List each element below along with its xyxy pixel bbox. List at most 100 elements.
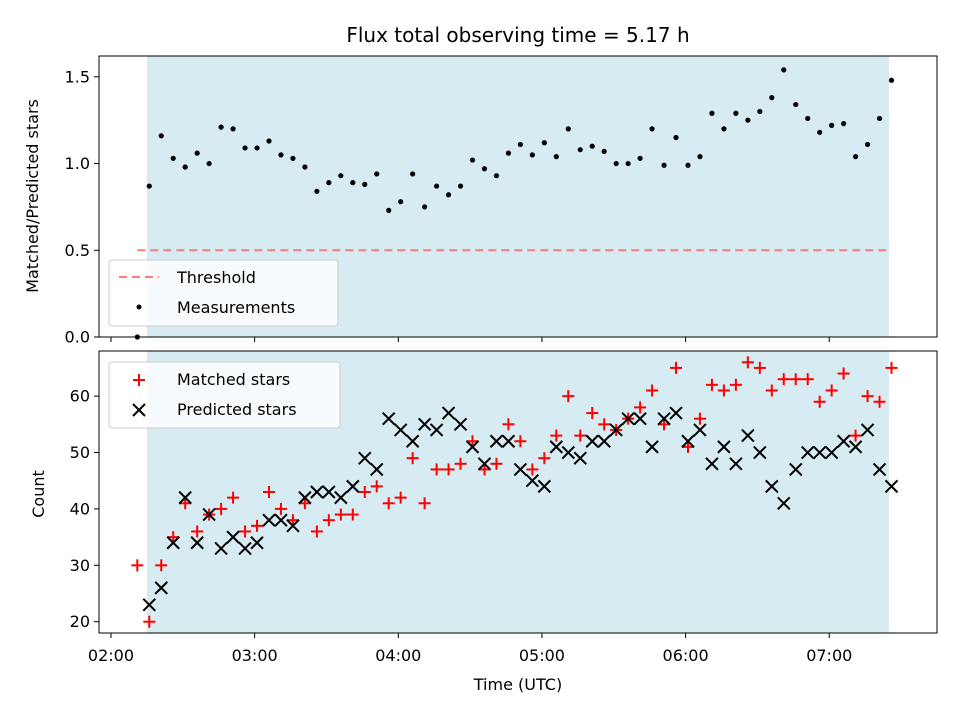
legend-threshold-label: Threshold <box>176 268 256 287</box>
matched-star-point <box>502 418 515 431</box>
predicted-star-point <box>477 457 492 471</box>
measurement-point <box>781 67 787 73</box>
predicted-star-point <box>382 411 396 426</box>
matched-star-point <box>227 491 240 504</box>
top-y-axis-label: Matched/Predicted stars <box>23 99 42 293</box>
predicted-star-point <box>824 445 839 460</box>
matched-star-point <box>262 486 275 498</box>
predicted-star-point <box>226 530 240 544</box>
matched-star-point <box>837 367 850 380</box>
matched-star-point <box>753 361 766 374</box>
measurement-point <box>146 183 152 189</box>
predicted-stars-points <box>142 406 899 612</box>
bottom-legend: Matched stars Predicted stars <box>108 361 341 429</box>
predicted-star-point <box>286 519 300 533</box>
matched-star-point <box>466 435 479 448</box>
measurement-point <box>170 155 176 161</box>
measurement-point <box>577 147 583 153</box>
measurement-point <box>242 145 248 151</box>
measurement-point <box>493 173 500 179</box>
matched-star-point <box>646 384 659 397</box>
measurement-point <box>529 152 535 158</box>
measurement-point <box>314 188 320 194</box>
predicted-star-point <box>717 440 731 454</box>
measurement-point <box>829 122 835 128</box>
measurement-point <box>386 207 392 213</box>
bottom-y-tick-label: 20 <box>70 612 90 631</box>
predicted-star-point <box>190 536 204 550</box>
matched-star-point <box>406 452 419 465</box>
predicted-star-point <box>417 417 432 432</box>
matched-star-point <box>526 463 539 476</box>
predicted-star-point <box>429 423 444 437</box>
top-y-axis-ticks: 0.0 0.5 1.0 1.5 <box>65 67 99 347</box>
matched-star-point <box>562 390 575 403</box>
measurement-point <box>709 110 715 116</box>
matched-star-point <box>777 373 790 386</box>
predicted-star-point <box>669 406 683 420</box>
predicted-star-point <box>238 541 252 556</box>
bottom-legend-box <box>108 361 341 429</box>
predicted-star-point <box>501 434 516 448</box>
matched-star-point <box>274 502 287 515</box>
bottom-y-tick-label: 60 <box>70 387 90 406</box>
predicted-star-point <box>346 479 360 494</box>
matched-star-point <box>251 519 264 532</box>
measurement-point <box>326 180 332 186</box>
measurement-point <box>589 143 595 149</box>
predicted-star-point <box>872 462 887 477</box>
predicted-star-point <box>250 536 264 550</box>
measurement-point <box>266 138 272 144</box>
predicted-star-point <box>334 490 348 505</box>
matched-star-point <box>885 361 898 374</box>
measurement-point <box>805 115 811 122</box>
matched-star-point <box>670 361 683 374</box>
predicted-star-point <box>166 536 180 550</box>
measurement-point <box>817 129 823 135</box>
predicted-star-point <box>453 417 468 432</box>
matched-star-point <box>286 514 299 527</box>
matched-star-point <box>849 429 862 442</box>
legend-matched-swatch <box>133 374 145 386</box>
predicted-star-point <box>789 462 803 477</box>
predicted-star-point <box>393 423 408 437</box>
measurement-point <box>469 157 476 163</box>
top-x-axis-ticks <box>110 337 830 342</box>
predicted-star-point <box>609 423 623 437</box>
predicted-star-point <box>597 434 611 448</box>
predicted-star-point <box>848 440 863 454</box>
matched-star-point <box>131 559 144 572</box>
measurement-point <box>637 155 643 161</box>
matched-star-point <box>586 407 599 420</box>
matched-star-point <box>191 525 204 538</box>
top-axes-frame <box>98 55 938 338</box>
measurement-point <box>757 108 763 115</box>
predicted-star-point <box>657 411 671 426</box>
predicted-star-point <box>262 513 276 527</box>
predicted-star-point <box>154 581 168 595</box>
measurement-point <box>864 141 871 148</box>
measurement-point <box>649 126 655 132</box>
bottom-y-tick-label: 50 <box>70 443 90 462</box>
top-legend: Threshold Measurements <box>108 259 339 327</box>
measurement-point <box>769 95 775 101</box>
bottom-panel: 20 30 40 50 60 02:00 03:00 04:00 05:00 06:00 07:0… <box>29 350 938 694</box>
top-legend-box <box>108 259 339 327</box>
matched-star-point <box>705 378 718 391</box>
predicted-star-point <box>801 445 815 460</box>
matched-star-point <box>490 457 503 470</box>
bottom-y-axis-ticks: 20 30 40 50 60 <box>70 387 99 631</box>
top-y-tick-label: 1.5 <box>65 67 90 86</box>
matched-star-point <box>334 508 347 521</box>
predicted-star-point <box>681 434 695 448</box>
top-y-tick-label: 0.5 <box>65 241 90 260</box>
matched-star-point <box>634 401 647 414</box>
measurement-point <box>374 171 380 177</box>
predicted-star-point <box>489 434 504 448</box>
matched-star-point <box>873 395 886 408</box>
matched-star-point <box>167 531 180 544</box>
matched-star-point <box>370 480 383 493</box>
predicted-star-point <box>705 457 719 471</box>
predicted-star-point <box>358 451 372 465</box>
predicted-star-point <box>836 434 851 448</box>
